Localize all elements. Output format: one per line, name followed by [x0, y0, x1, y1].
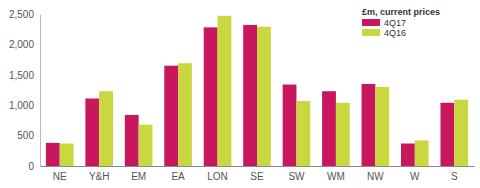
- bar: [440, 103, 454, 166]
- x-tick: W: [410, 166, 420, 182]
- y-axis: 0 500 1,000 1,500 2,000 2,500: [9, 9, 41, 172]
- y-tick: 1,500: [9, 70, 40, 81]
- bar: [336, 103, 350, 166]
- x-tick: NE: [53, 166, 67, 182]
- bar: [139, 125, 153, 166]
- y-tick-label: 1,500: [9, 70, 34, 81]
- x-tick-label: EA: [171, 171, 185, 182]
- bar: [375, 87, 389, 166]
- y-tick-label: 2,000: [9, 39, 34, 50]
- x-tick: NW: [367, 166, 384, 182]
- bar: [415, 140, 429, 166]
- legend-item: 4Q16: [362, 28, 406, 38]
- bar: [454, 100, 468, 166]
- x-tick: SW: [288, 166, 305, 182]
- x-tick: S: [451, 166, 458, 182]
- x-tick-label: LON: [207, 171, 228, 182]
- x-tick: SE: [250, 166, 264, 182]
- legend-label: 4Q16: [384, 28, 406, 38]
- bar: [125, 115, 139, 166]
- legend-item: 4Q17: [362, 18, 406, 28]
- bar: [60, 144, 74, 166]
- x-tick: LON: [207, 166, 228, 182]
- y-tick: 1,000: [9, 100, 40, 111]
- x-tick-label: NW: [367, 171, 384, 182]
- y-tick-label: 0: [28, 161, 34, 172]
- legend-background: [359, 4, 475, 42]
- legend-label: 4Q17: [384, 18, 406, 28]
- x-axis: NE Y&H EM EA LON SE SW WM NW W S: [41, 166, 475, 182]
- bar: [218, 16, 232, 166]
- x-tick-label: WM: [327, 171, 345, 182]
- x-tick-label: Y&H: [89, 171, 110, 182]
- y-tick: 2,000: [9, 39, 40, 50]
- series-bars: [46, 25, 454, 166]
- bar: [46, 143, 60, 166]
- x-tick: EA: [171, 166, 185, 182]
- x-tick: Y&H: [89, 166, 110, 182]
- legend-title: £m, current prices: [362, 7, 440, 17]
- plot: 05001,0001,5002,0002,500NEY&HEMEALONSESW…: [9, 9, 475, 182]
- x-tick-label: SW: [288, 171, 305, 182]
- x-tick-label: SE: [250, 171, 264, 182]
- y-tick-label: 1,000: [9, 100, 34, 111]
- y-tick-label: 500: [17, 130, 34, 141]
- x-tick: EM: [131, 166, 146, 182]
- bar: [283, 85, 297, 166]
- bar: [204, 27, 218, 166]
- y-axis-line: [40, 15, 41, 167]
- bar: [99, 91, 113, 166]
- y-tick: 500: [17, 130, 40, 141]
- y-tick-label: 2,500: [9, 9, 34, 20]
- bar: [164, 66, 178, 166]
- x-tick-label: EM: [131, 171, 146, 182]
- x-tick: WM: [327, 166, 345, 182]
- y-tick: 0: [28, 161, 40, 172]
- bar: [243, 25, 257, 166]
- legend-swatch: [362, 29, 380, 36]
- x-tick-label: S: [451, 171, 458, 182]
- x-tick-label: NE: [53, 171, 67, 182]
- bar: [257, 27, 271, 166]
- legend-swatch: [362, 19, 380, 26]
- y-tick: 2,500: [9, 9, 40, 20]
- bar: [85, 99, 99, 166]
- bar: [362, 84, 376, 166]
- x-axis-line: [41, 166, 475, 167]
- x-tick-label: W: [410, 171, 420, 182]
- chart: 05001,0001,5002,0002,500NEY&HEMEALONSESW…: [0, 0, 480, 188]
- bar: [401, 144, 415, 166]
- bar: [178, 63, 192, 166]
- bar: [322, 91, 336, 166]
- bar: [296, 101, 310, 166]
- legend: £m, current prices4Q174Q16: [359, 4, 475, 42]
